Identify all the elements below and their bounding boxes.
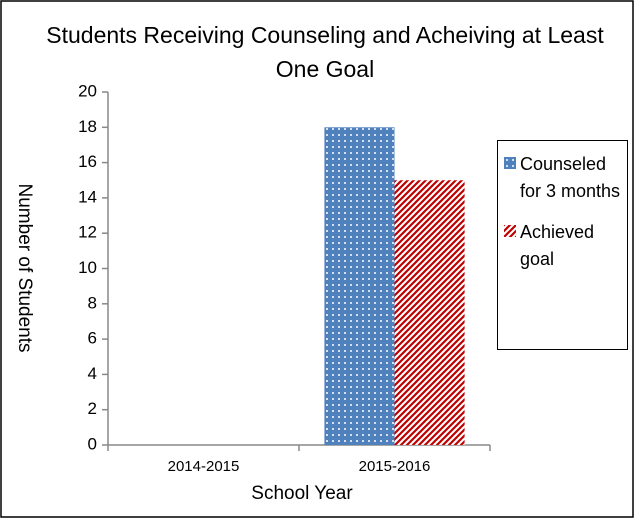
y-tick-label: 18 [78, 117, 97, 136]
legend-swatch [504, 157, 516, 169]
bar [324, 127, 395, 446]
y-axis-title: Number of Students [14, 184, 35, 353]
x-tick-label: 2015-2016 [359, 458, 431, 475]
legend: Counseled for 3 months Achieved goal [497, 140, 628, 350]
y-tick-label: 12 [78, 223, 97, 242]
y-tick-label: 0 [88, 434, 97, 453]
y-tick-label: 10 [78, 258, 97, 277]
x-tick-label: 2014-2015 [168, 458, 240, 475]
legend-swatch [504, 225, 516, 237]
y-tick-label: 14 [78, 187, 97, 206]
y-tick-label: 16 [78, 152, 97, 171]
y-tick-label: 4 [88, 364, 97, 383]
y-tick-label: 2 [88, 399, 97, 418]
bar [394, 180, 465, 445]
legend-entry: Achieved goal [504, 219, 623, 273]
y-tick-label: 6 [88, 329, 97, 348]
x-axis-title: School Year [251, 483, 353, 504]
y-tick-label: 20 [78, 81, 97, 100]
y-tick-label: 8 [88, 293, 97, 312]
legend-label: Counseled for 3 months [520, 154, 621, 201]
legend-label: Achieved goal [520, 222, 595, 269]
legend-entry: Counseled for 3 months [504, 151, 623, 205]
chart-title: Students Receiving Counseling and Acheiv… [46, 22, 604, 82]
